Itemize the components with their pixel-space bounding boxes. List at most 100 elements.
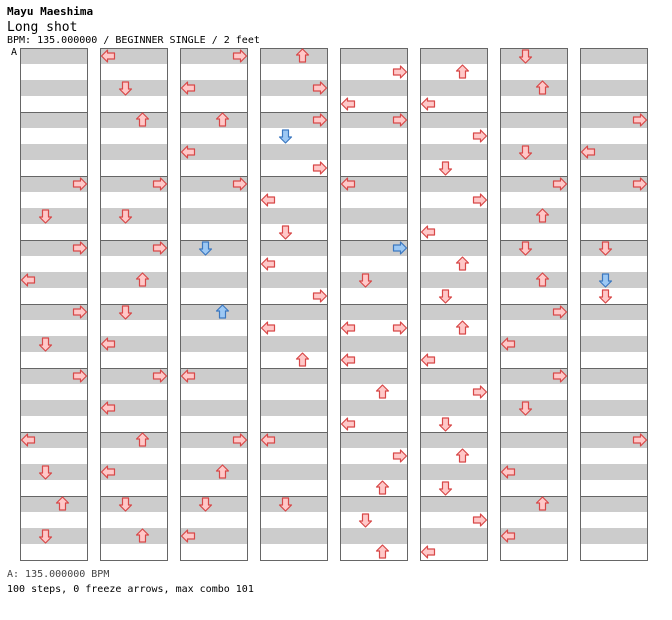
- arrow-down-icon: [598, 289, 613, 304]
- chart-column: [100, 48, 168, 561]
- arrow-down-icon: [438, 289, 453, 304]
- stripe-row: [420, 464, 488, 480]
- arrow-right-icon: [472, 129, 488, 143]
- song-title: Long shot: [7, 20, 78, 35]
- stripe-row: [420, 112, 488, 128]
- arrow-down-icon: [438, 417, 453, 432]
- arrow-up-icon: [535, 80, 550, 95]
- measure-box: [180, 496, 248, 561]
- arrow-right-icon: [72, 241, 88, 255]
- stripe-row: [260, 112, 328, 128]
- arrow-left-icon: [580, 145, 596, 159]
- stripe-row: [420, 496, 488, 512]
- arrow-down-icon: [38, 529, 53, 544]
- arrow-left-icon: [500, 337, 516, 351]
- stripe-row: [500, 464, 568, 480]
- stripe-row: [260, 208, 328, 224]
- arrow-up-icon: [215, 304, 230, 319]
- arrow-left-icon: [100, 401, 116, 415]
- chart-column: [500, 48, 568, 561]
- stripe-row: [500, 144, 568, 160]
- stripe-row: [100, 304, 168, 320]
- stripe-row: [20, 144, 88, 160]
- stripe-row: [340, 400, 408, 416]
- arrow-left-icon: [420, 97, 436, 111]
- stripe-row: [180, 112, 248, 128]
- arrow-left-icon: [260, 433, 276, 447]
- stripe-row: [340, 528, 408, 544]
- stripe-row: [500, 336, 568, 352]
- stripe-row: [500, 272, 568, 288]
- arrow-up-icon: [375, 544, 390, 559]
- arrow-right-icon: [632, 177, 648, 191]
- arrow-right-icon: [552, 369, 568, 383]
- stripe-row: [500, 112, 568, 128]
- stripe-row: [420, 176, 488, 192]
- stripe-row: [420, 272, 488, 288]
- stripe-row: [580, 272, 648, 288]
- stripe-row: [500, 368, 568, 384]
- arrow-up-icon: [455, 256, 470, 271]
- stripe-row: [260, 272, 328, 288]
- stripe-row: [260, 496, 328, 512]
- measure-box: [340, 496, 408, 561]
- chart-info: BPM: 135.000000 / BEGINNER SINGLE / 2 fe…: [7, 35, 260, 46]
- bpm-legend: A: 135.000000 BPM: [7, 569, 110, 580]
- arrow-up-icon: [215, 112, 230, 127]
- stripe-row: [20, 400, 88, 416]
- stripe-row: [260, 144, 328, 160]
- arrow-up-icon: [535, 208, 550, 223]
- arrow-right-icon: [232, 49, 248, 63]
- stripe-row: [420, 48, 488, 64]
- arrow-up-icon: [135, 432, 150, 447]
- arrow-up-icon: [295, 352, 310, 367]
- arrow-right-icon: [152, 241, 168, 255]
- arrow-right-icon: [392, 65, 408, 79]
- stripe-row: [100, 464, 168, 480]
- arrow-down-icon: [198, 241, 213, 256]
- stripe-row: [500, 48, 568, 64]
- measure-box: [500, 496, 568, 561]
- stripe-row: [500, 432, 568, 448]
- stripe-row: [260, 304, 328, 320]
- stripe-row: [100, 528, 168, 544]
- stripe-row: [340, 176, 408, 192]
- arrow-right-icon: [232, 433, 248, 447]
- stripe-row: [500, 80, 568, 96]
- stripe-row: [580, 240, 648, 256]
- arrow-right-icon: [72, 369, 88, 383]
- measure-box: [420, 496, 488, 561]
- arrow-left-icon: [180, 81, 196, 95]
- arrow-right-icon: [312, 81, 328, 95]
- arrow-left-icon: [500, 465, 516, 479]
- stripe-row: [340, 112, 408, 128]
- chart-summary: 100 steps, 0 freeze arrows, max combo 10…: [7, 584, 254, 595]
- arrow-right-icon: [392, 449, 408, 463]
- stripe-row: [20, 208, 88, 224]
- stripe-row: [340, 272, 408, 288]
- arrow-left-icon: [340, 177, 356, 191]
- stripe-row: [580, 368, 648, 384]
- arrow-up-icon: [375, 480, 390, 495]
- stripe-row: [20, 304, 88, 320]
- arrow-right-icon: [152, 369, 168, 383]
- stripe-row: [420, 336, 488, 352]
- stripe-row: [100, 272, 168, 288]
- arrow-up-icon: [135, 112, 150, 127]
- arrow-down-icon: [598, 273, 613, 288]
- arrow-down-icon: [518, 401, 533, 416]
- chart-column: [340, 48, 408, 561]
- arrow-up-icon: [455, 320, 470, 335]
- stripe-row: [100, 336, 168, 352]
- arrow-down-icon: [38, 465, 53, 480]
- stripe-row: [180, 336, 248, 352]
- arrow-right-icon: [72, 177, 88, 191]
- stripe-row: [20, 336, 88, 352]
- stripe-row: [420, 432, 488, 448]
- stripe-row: [20, 368, 88, 384]
- stripe-row: [340, 240, 408, 256]
- stripe-row: [180, 208, 248, 224]
- stripe-row: [180, 272, 248, 288]
- stripe-row: [180, 400, 248, 416]
- arrow-right-icon: [552, 177, 568, 191]
